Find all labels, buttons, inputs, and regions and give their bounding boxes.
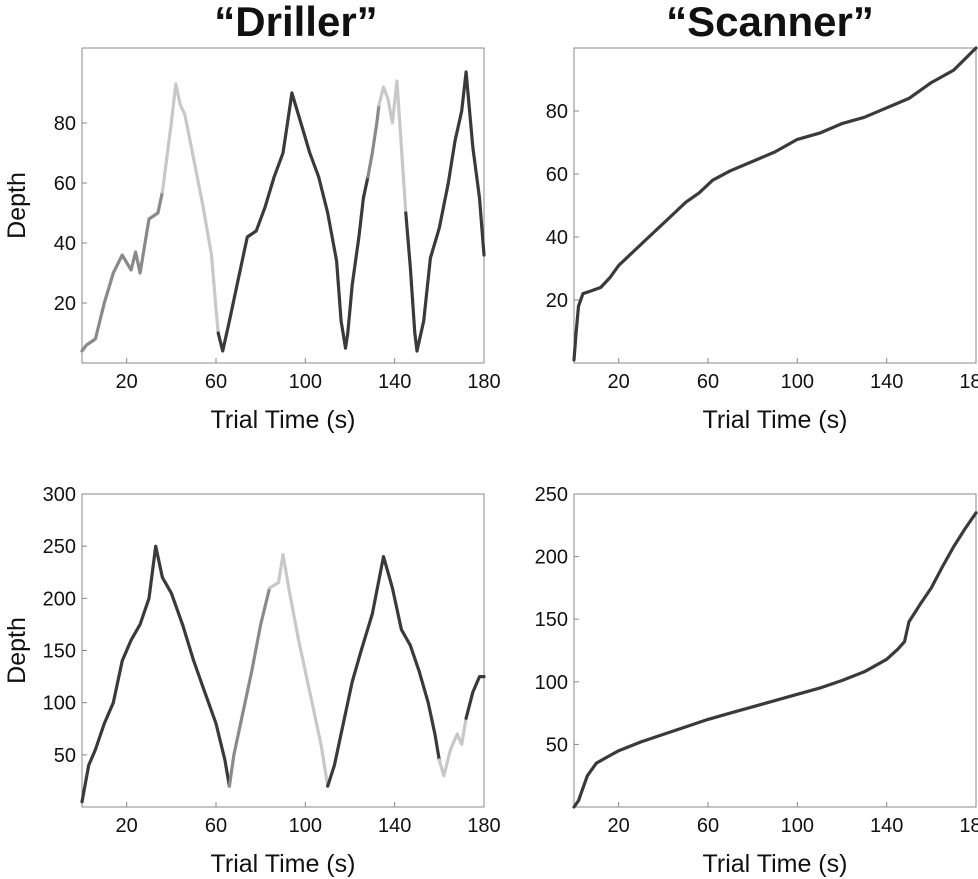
- y-axis-label: Depth: [3, 172, 31, 239]
- y-tick-label: 50: [546, 734, 568, 756]
- y-tick-label: 40: [54, 233, 76, 255]
- depth-line-segment: [572, 46, 978, 362]
- depth-line-segment: [216, 91, 348, 353]
- y-tick-label: 20: [546, 290, 568, 312]
- x-tick-label: 60: [205, 815, 227, 837]
- y-tick-label: 250: [43, 536, 76, 558]
- x-tick-label: 20: [608, 815, 630, 837]
- depth-line-segment: [464, 675, 486, 720]
- x-axis-label: Trial Time (s): [703, 406, 848, 434]
- x-axis-label: Trial Time (s): [211, 406, 356, 434]
- y-tick-label: 200: [535, 547, 568, 569]
- x-tick-label: 180: [467, 815, 500, 837]
- depth-line-segment: [80, 190, 164, 353]
- y-tick-label: 100: [43, 693, 76, 715]
- depth-line-segment: [227, 586, 272, 788]
- y-tick-label: 150: [43, 641, 76, 663]
- plot-frame: [573, 493, 977, 808]
- x-tick-label: 180: [467, 371, 500, 393]
- scanner-bottom-plot: 20 60 100 140 180 50 100 150 200 250 Trial Time (s…: [535, 484, 978, 878]
- y-tick-label: 100: [535, 672, 568, 694]
- x-tick-label: 20: [116, 371, 138, 393]
- depth-line-segment: [377, 79, 408, 215]
- depth-line-segment: [437, 716, 468, 778]
- y-tick-label: 20: [54, 293, 76, 315]
- driller-bottom-plot: 20 60 100 140 180 50 100 150 200 250 300 Trial Time…: [3, 484, 501, 878]
- depth-line-segment: [326, 555, 441, 788]
- x-tick-label: 140: [870, 815, 903, 837]
- depth-line-segment: [160, 82, 220, 335]
- x-axis-label: Trial Time (s): [703, 850, 848, 878]
- plot-frame: [81, 493, 485, 808]
- x-tick-label: 60: [697, 371, 719, 393]
- x-tick-label: 140: [378, 815, 411, 837]
- x-tick-label: 20: [116, 815, 138, 837]
- driller-column-title: “Driller”: [214, 0, 377, 45]
- x-tick-label: 20: [608, 371, 630, 393]
- depth-line-segment: [268, 552, 330, 788]
- y-tick-label: 40: [546, 227, 568, 249]
- x-tick-label: 60: [697, 815, 719, 837]
- y-tick-label: 200: [43, 588, 76, 610]
- depth-line-segment: [404, 70, 486, 353]
- x-tick-label: 100: [781, 815, 814, 837]
- plot-frame: [81, 47, 485, 364]
- y-tick-label: 60: [546, 164, 568, 186]
- y-tick-label: 150: [535, 609, 568, 631]
- scanner-top-plot: 20 60 100 140 180 20 40 60 80 Trial Time (s): [546, 46, 978, 434]
- y-tick-label: 60: [54, 173, 76, 195]
- driller-top-plot: 20 60 100 140 180 20 40 60 80 Trial Time (s) Depth: [3, 47, 501, 434]
- x-tick-label: 180: [959, 815, 978, 837]
- depth-line-segment: [366, 103, 381, 179]
- y-tick-label: 300: [43, 484, 76, 506]
- y-axis-label: Depth: [3, 617, 31, 684]
- x-axis-label: Trial Time (s): [211, 850, 356, 878]
- x-tick-label: 100: [289, 815, 322, 837]
- x-tick-label: 100: [781, 371, 814, 393]
- depth-line-segment: [343, 175, 370, 350]
- x-tick-label: 100: [289, 371, 322, 393]
- plot-frame: [573, 47, 977, 364]
- x-tick-label: 140: [870, 371, 903, 393]
- depth-line-segment: [572, 511, 978, 809]
- x-tick-label: 140: [378, 371, 411, 393]
- y-tick-label: 80: [546, 101, 568, 123]
- x-tick-label: 180: [959, 371, 978, 393]
- x-tick-label: 60: [205, 371, 227, 393]
- y-tick-label: 50: [54, 745, 76, 767]
- scanner-column-title: “Scanner”: [666, 0, 874, 45]
- depth-line-segment: [80, 544, 231, 804]
- y-tick-label: 250: [535, 484, 568, 506]
- y-tick-label: 80: [54, 113, 76, 135]
